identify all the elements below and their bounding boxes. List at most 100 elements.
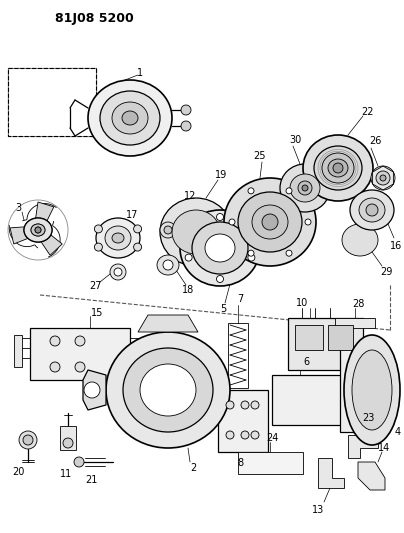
Text: 81J08 5200: 81J08 5200	[55, 12, 134, 25]
Polygon shape	[36, 202, 54, 222]
Circle shape	[229, 219, 235, 225]
Circle shape	[74, 457, 84, 467]
Ellipse shape	[31, 224, 45, 236]
Ellipse shape	[224, 178, 316, 266]
Circle shape	[217, 276, 223, 282]
Circle shape	[248, 188, 254, 194]
Circle shape	[181, 105, 191, 115]
Circle shape	[286, 188, 292, 194]
Ellipse shape	[105, 226, 131, 250]
Ellipse shape	[157, 255, 179, 275]
Ellipse shape	[280, 164, 330, 212]
Ellipse shape	[24, 218, 52, 242]
Polygon shape	[83, 370, 106, 410]
Bar	[295, 325, 323, 350]
Text: 16: 16	[390, 241, 402, 251]
Circle shape	[262, 214, 278, 230]
Ellipse shape	[112, 233, 124, 243]
Bar	[8, 68, 96, 136]
Ellipse shape	[160, 198, 232, 266]
Text: 18: 18	[182, 285, 194, 295]
Ellipse shape	[180, 210, 260, 286]
Ellipse shape	[192, 222, 248, 274]
Circle shape	[63, 438, 73, 448]
Circle shape	[251, 401, 259, 409]
Circle shape	[333, 163, 343, 173]
Text: 1: 1	[137, 68, 143, 78]
Circle shape	[380, 175, 386, 181]
Text: 13: 13	[312, 505, 324, 515]
Polygon shape	[348, 435, 378, 458]
Text: 27: 27	[90, 281, 102, 291]
Circle shape	[95, 243, 102, 251]
Text: 21: 21	[85, 475, 97, 485]
Ellipse shape	[252, 205, 288, 239]
Ellipse shape	[31, 224, 45, 236]
Text: 11: 11	[60, 469, 72, 479]
Circle shape	[35, 227, 41, 233]
Ellipse shape	[100, 91, 160, 145]
Bar	[14, 335, 22, 367]
Ellipse shape	[106, 332, 230, 448]
Text: 14: 14	[378, 443, 390, 453]
Circle shape	[114, 268, 122, 276]
Circle shape	[371, 166, 395, 190]
Polygon shape	[318, 458, 344, 488]
Bar	[340, 348, 358, 432]
Circle shape	[241, 401, 249, 409]
Circle shape	[226, 401, 234, 409]
Text: 24: 24	[266, 433, 278, 443]
Circle shape	[217, 214, 223, 221]
Circle shape	[376, 171, 390, 185]
Bar	[8, 68, 96, 136]
Circle shape	[23, 435, 33, 445]
Polygon shape	[138, 315, 198, 332]
Circle shape	[134, 225, 142, 233]
Text: 19: 19	[215, 170, 227, 180]
Text: 7: 7	[237, 294, 243, 304]
Text: 4: 4	[395, 427, 401, 437]
Polygon shape	[358, 462, 385, 490]
Ellipse shape	[238, 192, 302, 252]
Circle shape	[163, 260, 173, 270]
Text: 29: 29	[380, 267, 392, 277]
Text: 15: 15	[91, 308, 103, 318]
Ellipse shape	[24, 218, 52, 242]
Circle shape	[251, 431, 259, 439]
Polygon shape	[41, 234, 62, 255]
Ellipse shape	[123, 348, 213, 432]
Bar	[218, 390, 268, 452]
Ellipse shape	[344, 335, 400, 445]
Circle shape	[50, 362, 60, 372]
Circle shape	[75, 336, 85, 346]
Text: 3: 3	[15, 203, 21, 213]
Circle shape	[50, 336, 60, 346]
Ellipse shape	[290, 174, 320, 202]
Ellipse shape	[172, 210, 220, 254]
Circle shape	[181, 121, 191, 131]
Polygon shape	[10, 227, 29, 244]
Circle shape	[298, 181, 312, 195]
Text: 6: 6	[303, 357, 309, 367]
Circle shape	[302, 185, 308, 191]
Ellipse shape	[140, 364, 196, 416]
Text: 28: 28	[352, 299, 364, 309]
Text: 17: 17	[126, 210, 138, 220]
Circle shape	[110, 264, 126, 280]
Circle shape	[160, 222, 176, 238]
Text: 26: 26	[369, 136, 381, 146]
Ellipse shape	[205, 234, 235, 262]
Circle shape	[75, 362, 85, 372]
Ellipse shape	[303, 135, 373, 201]
Circle shape	[164, 226, 172, 234]
Text: 25: 25	[254, 151, 266, 161]
Text: 12: 12	[184, 191, 196, 201]
Ellipse shape	[328, 159, 348, 177]
Bar	[272, 375, 347, 425]
Text: 22: 22	[362, 107, 374, 117]
Bar	[288, 318, 363, 370]
Circle shape	[185, 254, 192, 261]
Ellipse shape	[96, 218, 140, 258]
Text: 2: 2	[190, 463, 196, 473]
Circle shape	[95, 225, 102, 233]
